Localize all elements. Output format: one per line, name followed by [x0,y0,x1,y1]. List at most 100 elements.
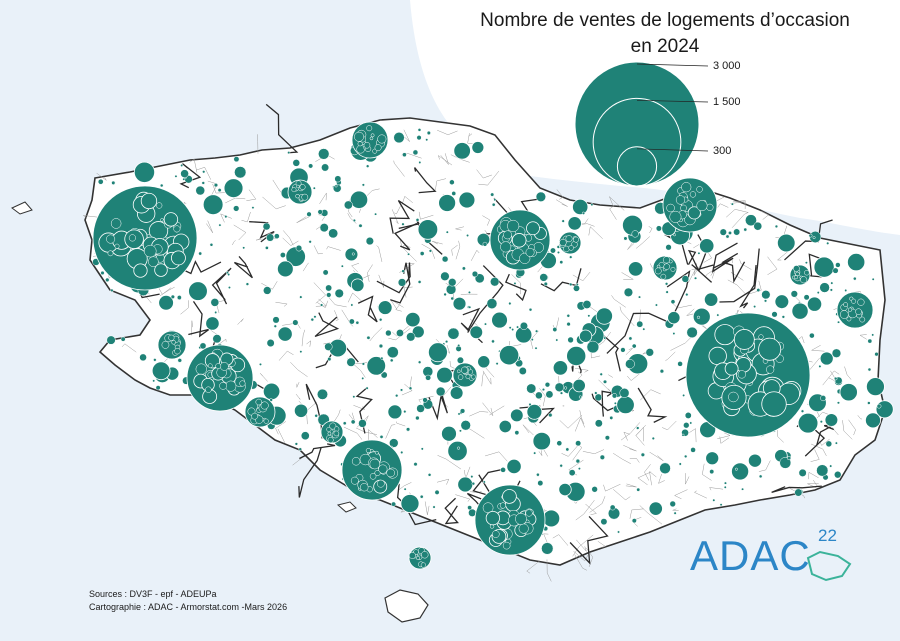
sales-circle [777,234,795,252]
inner-commune-circle [707,204,714,211]
sales-circle [457,357,464,364]
sales-circle [536,192,546,202]
sales-circle [557,251,559,253]
title-line-2: en 2024 [430,34,900,60]
inner-commune-circle [840,310,848,318]
sales-circle [461,420,471,430]
sources-line: Sources : DV3F - epf - ADEUPa [89,588,287,601]
sales-circle [441,426,456,441]
sales-circle [515,431,519,435]
sales-circle [349,319,354,324]
sales-circle [403,410,406,413]
sales-circle [612,393,617,398]
sales-circle [345,248,358,261]
inner-commune-circle [225,381,236,392]
sales-circle [420,251,424,255]
sales-circle [579,330,591,342]
sales-circle [844,289,846,291]
sales-circle [457,344,460,347]
sales-circle [101,271,105,275]
inner-commune-circle [352,457,360,465]
sales-circle [356,321,359,324]
sales-circle [492,203,495,206]
sales-circle [428,343,447,362]
inner-commune-circle [111,218,121,228]
sales-circle [621,348,626,353]
sales-circle [698,252,700,254]
sales-circle [764,300,767,303]
sales-circle [494,199,496,201]
sales-circle [826,242,829,245]
sales-circle [533,452,535,454]
sales-circle [682,275,689,282]
sales-circle [601,518,607,524]
sales-circle [628,262,643,277]
sales-circle [470,326,483,339]
sales-circle [566,448,569,451]
sales-circle [670,501,676,507]
sales-circle [820,283,830,293]
sales-circle [624,288,633,297]
sales-circle [591,203,593,205]
sales-circle [501,467,506,472]
inner-commune-circle [377,480,384,487]
sales-circle [741,488,743,490]
sales-circle [140,354,147,361]
sales-circle [353,396,355,398]
sales-circle [448,441,467,460]
sales-circle [699,239,713,253]
sales-circle [320,304,323,307]
sales-circle [726,235,729,238]
sales-circle [441,272,450,281]
title-line-1: Nombre de ventes de logements d’occasion [430,8,900,34]
sales-circle [234,166,246,178]
sales-circle [478,356,490,368]
sales-circle [428,473,431,476]
inner-commune-circle [205,387,211,393]
inner-commune-circle [804,270,809,275]
sales-circle [568,337,574,343]
inner-commune-circle [492,531,499,538]
sales-circle [562,220,565,223]
inner-commune-circle [715,324,735,344]
sales-circle [381,357,383,359]
inner-commune-circle [216,363,221,368]
sales-circle [423,398,428,403]
sales-circle [435,490,439,494]
sales-circle [415,416,419,420]
sales-circle [418,280,421,283]
sales-circle [706,452,719,465]
sales-circle [508,302,511,305]
inner-commune-circle [134,264,147,277]
sales-circle [496,362,498,364]
sales-circle [595,394,602,401]
sales-circle [134,162,154,182]
inner-commune-circle [458,375,463,380]
sales-circle [694,277,697,280]
sales-circle [367,336,370,339]
sales-circle [472,482,475,485]
sales-circle [867,402,870,405]
sales-circle [318,210,323,215]
commune-boundary [527,561,540,573]
sales-circle [600,455,605,460]
sales-circle [567,314,570,317]
sales-circle [308,164,312,168]
sales-circle [877,404,881,408]
sales-circle [218,188,221,191]
sales-circle [427,131,431,135]
sales-circle [605,435,610,440]
sales-circle [311,318,314,321]
sales-circle [335,289,344,298]
inner-commune-circle [526,248,534,256]
sales-circle [610,416,613,419]
sales-circle [457,447,460,450]
inner-commune-circle [725,362,738,375]
sales-circle [792,303,808,319]
inner-commune-circle [296,194,300,198]
sales-circle [671,300,675,304]
sales-circle [835,263,840,268]
inner-commune-circle [681,182,691,192]
sales-circle [391,502,395,506]
inner-commune-circle [697,186,703,192]
